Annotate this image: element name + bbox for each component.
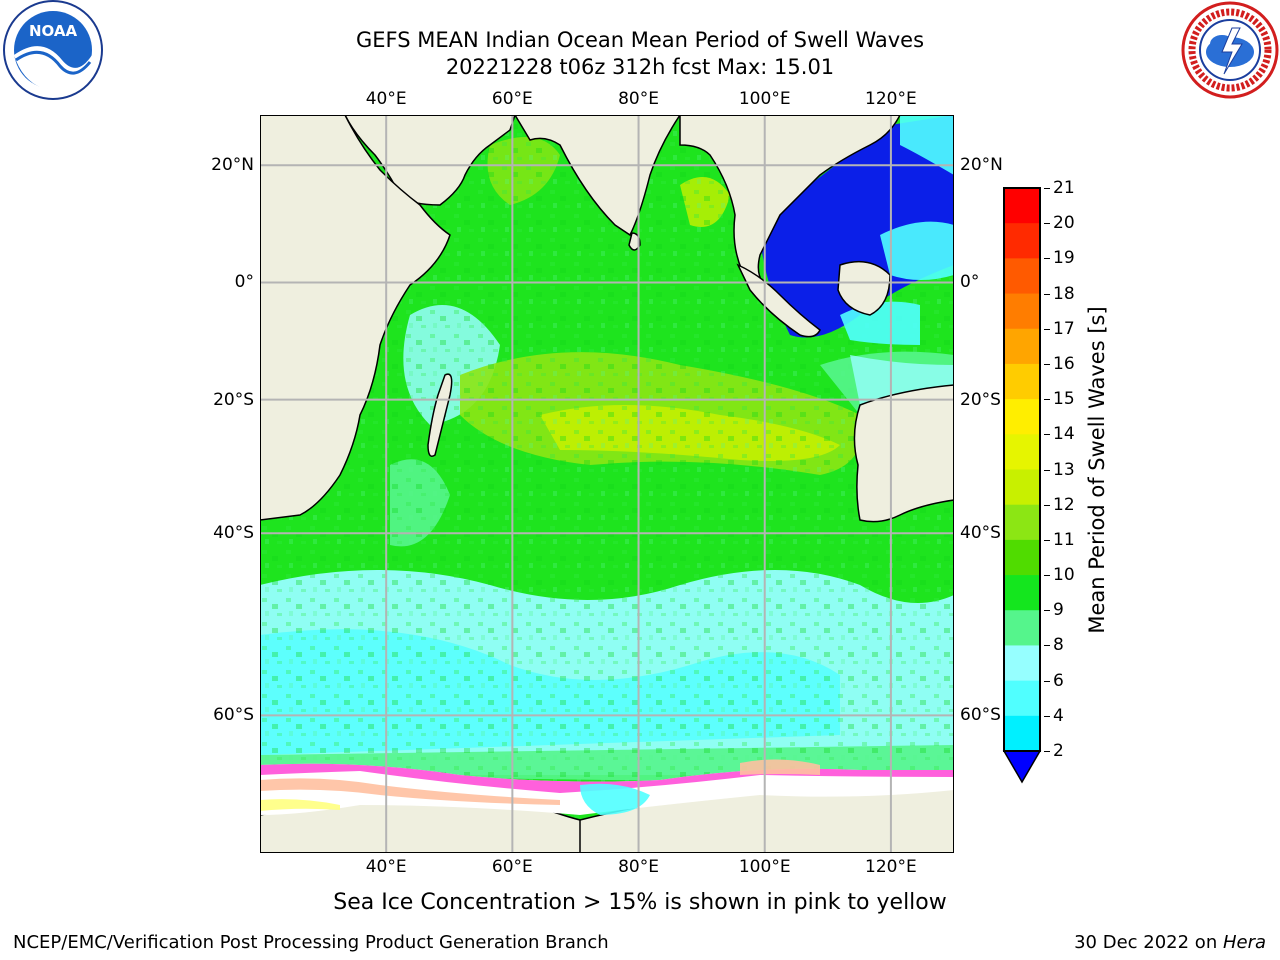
colorbar-label: Mean Period of Swell Waves [s] [1085, 306, 1109, 634]
colorbar-tick-mark [1044, 293, 1050, 295]
land-africa [260, 115, 451, 521]
footer-date: 30 Dec 2022 on Hera [1074, 932, 1266, 953]
lat-tick-label-left: 0° [234, 272, 254, 293]
land-madagascar [427, 373, 453, 457]
colorbar-tick-label: 15 [1053, 389, 1075, 410]
lat-tick-label-left: 60°S [213, 705, 254, 726]
colorbar-tick-label: 8 [1053, 635, 1064, 656]
colorbar-tick-mark [1044, 469, 1050, 471]
lon-tick-label: 60°E [491, 89, 533, 109]
colorbar-segment [1004, 223, 1040, 259]
map-plot [260, 115, 954, 853]
lon-tick-label: 80°E [618, 89, 659, 109]
footer-date-text: 30 Dec 2022 on [1074, 932, 1223, 953]
sea-ice-edge-yellow [260, 799, 340, 811]
sea-ice-edge-peach [260, 778, 560, 805]
colorbar-segment [1004, 469, 1040, 506]
colorbar-tick-label: 6 [1053, 670, 1064, 691]
colorbar [1002, 187, 1042, 784]
lon-tick-label: 60°E [491, 857, 533, 877]
colorbar-tick-label: 13 [1053, 459, 1075, 480]
lat-tick-label-left: 20°N [211, 155, 254, 176]
colorbar-segment [1004, 575, 1040, 611]
sea-ice-caption: Sea Ice Concentration > 15% is shown in … [333, 890, 947, 915]
colorbar-tick-mark [1044, 258, 1050, 260]
lat-tick-label-left: 20°S [213, 389, 254, 410]
colorbar-tick-label: 9 [1053, 600, 1064, 621]
colorbar-tick-label: 10 [1053, 565, 1075, 586]
colorbar-tick-mark [1044, 434, 1050, 436]
colorbar-segment [1004, 328, 1040, 365]
colorbar-segment [1004, 680, 1040, 717]
colorbar-tick-label: 14 [1053, 424, 1075, 445]
colorbar-tick-label: 21 [1053, 178, 1075, 198]
footer-branch: NCEP/EMC/Verification Post Processing Pr… [13, 932, 609, 953]
colorbar-tick-mark [1044, 751, 1050, 752]
colorbar-tick-mark [1044, 328, 1050, 330]
lat-tick-label-right: 20°S [960, 389, 1001, 410]
colorbar-tick-mark [1044, 539, 1050, 541]
land-southeast-asia [679, 115, 901, 291]
colorbar-tick-mark [1044, 645, 1050, 647]
noaa-emblem-icon: NOAA [3, 0, 103, 100]
colorbar-tick-label: 11 [1053, 529, 1075, 550]
colorbar-segment [1004, 188, 1040, 224]
colorbar-tick-label: 16 [1053, 353, 1075, 374]
colorbar-tick-label: 2 [1053, 741, 1064, 761]
colorbar-tick-mark [1044, 715, 1050, 717]
noaa-logo-text: NOAA [29, 22, 78, 40]
lat-tick-label-right: 60°S [960, 705, 1001, 726]
colorbar-segment [1004, 715, 1040, 752]
land-australia [853, 384, 954, 523]
colorbar-extend-triangle [1002, 750, 1042, 784]
footer-host: Hera [1222, 932, 1266, 953]
colorbar-tick-label: 12 [1053, 494, 1075, 515]
colorbar-segment [1004, 504, 1040, 541]
colorbar-segment [1004, 293, 1040, 330]
colorbar-tick-mark [1044, 504, 1050, 506]
colorbar-tick-label: 19 [1053, 248, 1075, 269]
lat-tick-label-right: 0° [960, 272, 980, 293]
lon-tick-label: 40°E [365, 89, 407, 109]
colorbar-segment [1004, 363, 1040, 400]
colorbar-tick-label: 4 [1053, 705, 1064, 726]
colorbar-tick-mark [1044, 363, 1050, 365]
colorbar-segment [1004, 434, 1040, 470]
colorbar-segment [1004, 258, 1040, 295]
lat-tick-label-left: 40°S [213, 523, 254, 544]
lon-tick-label: 100°E [738, 857, 791, 877]
colorbar-frame [1003, 187, 1041, 752]
colorbar-tick-mark [1044, 188, 1050, 189]
colorbar-segment [1004, 539, 1040, 576]
land-sri-lanka [628, 232, 641, 251]
nws-emblem-icon [1181, 1, 1279, 99]
colorbar-tick-label: 20 [1053, 213, 1075, 234]
colorbar-tick-label: 17 [1053, 318, 1075, 339]
nws-logo [1180, 0, 1280, 100]
colorbar-segment [1004, 645, 1040, 682]
colorbar-tick-mark [1044, 223, 1050, 225]
colorbar-segment [1004, 610, 1040, 646]
colorbar-tick-mark [1044, 399, 1050, 401]
lon-tick-label: 40°E [365, 857, 407, 877]
colorbar-tick-mark [1044, 575, 1050, 577]
noaa-logo: NOAA [2, 0, 104, 102]
land-borneo [837, 260, 891, 316]
chart-subtitle: 20221228 t06z 312h fcst Max: 15.01 [445, 55, 835, 79]
colorbar-tick-label: 18 [1053, 283, 1075, 304]
lon-tick-label: 100°E [738, 89, 791, 109]
colorbar-segment [1004, 399, 1040, 435]
chart-title: GEFS MEAN Indian Ocean Mean Period of Sw… [355, 28, 925, 52]
lon-tick-label: 120°E [865, 857, 917, 877]
lat-tick-label-right: 20°N [960, 155, 1003, 176]
lon-tick-label: 120°E [865, 89, 917, 109]
lat-tick-label-right: 40°S [960, 523, 1001, 544]
lon-tick-label: 80°E [618, 857, 659, 877]
grid-lines [260, 115, 954, 853]
land-arabia [260, 115, 516, 206]
colorbar-tick-mark [1044, 680, 1050, 682]
colorbar-tick-mark [1044, 610, 1050, 612]
